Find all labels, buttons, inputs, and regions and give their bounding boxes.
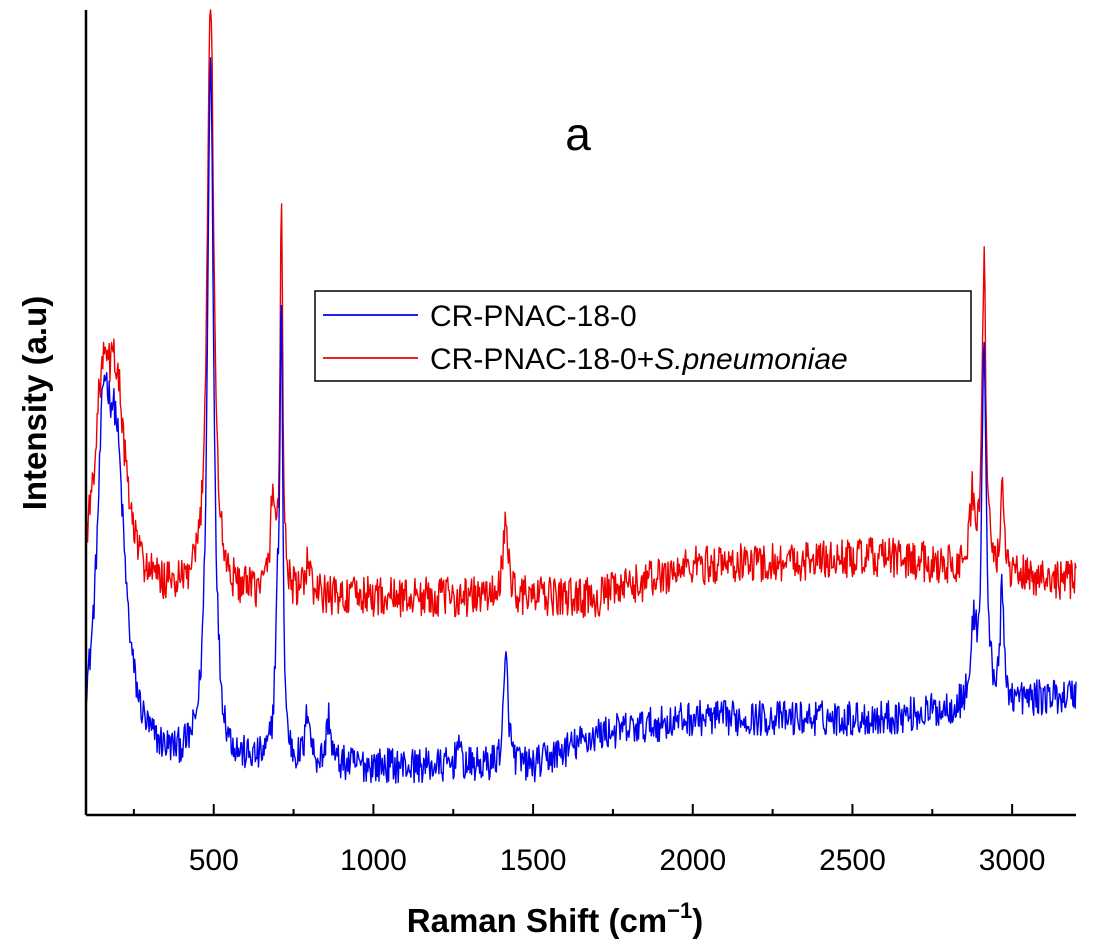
x-tick-label: 2000 (659, 844, 726, 877)
y-axis-title: Intensity (a.u) (16, 296, 53, 511)
series-line-blue (85, 57, 1077, 784)
x-axis-title-text: Raman Shift (cm (407, 902, 667, 939)
x-tick-label: 500 (189, 844, 239, 877)
x-tick-label: 1000 (340, 844, 407, 877)
x-axis-ticks: 500 1000 1500 2000 2500 3000 (132, 804, 1046, 877)
legend-box (314, 290, 972, 382)
legend-label-blue: CR-PNAC-18-0 (430, 300, 637, 333)
x-axis-title: Raman Shift (cm−1) (407, 898, 703, 939)
x-axis-title-close: ) (692, 902, 703, 939)
x-tick-label: 1500 (500, 844, 567, 877)
x-tick-label: 3000 (979, 844, 1046, 877)
series-line-red (85, 9, 1077, 619)
x-tick-label: 2500 (819, 844, 886, 877)
x-axis-title-superscript: −1 (667, 898, 692, 923)
legend: CR-PNAC-18-0 CR-PNAC-18-0+S.pneumoniae (314, 290, 972, 382)
panel-label: a (565, 108, 591, 160)
legend-label-red: CR-PNAC-18-0+S.pneumoniae (430, 343, 848, 376)
series-layer (85, 9, 1077, 784)
